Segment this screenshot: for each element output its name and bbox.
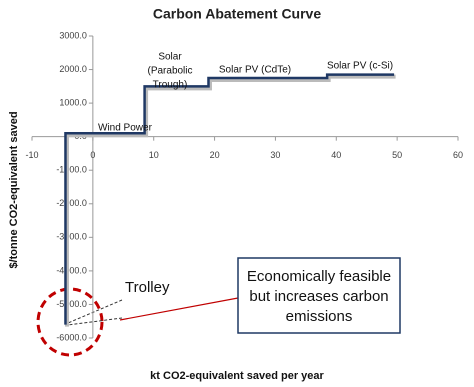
annotation: but increases carbon [249, 288, 388, 305]
x-tick-label: -10 [25, 150, 38, 160]
x-tick-label: 0 [90, 150, 95, 160]
callout-box [237, 257, 401, 334]
callout-line [119, 297, 239, 321]
y-tick-label: 1000.0 [59, 97, 87, 107]
pointer-line [67, 317, 123, 326]
annotation: Solar PV (c-Si) [327, 61, 393, 72]
y-tick-label: -3000.0 [56, 232, 87, 242]
x-tick-label: 40 [331, 150, 341, 160]
chart-title: Carbon Abatement Curve [153, 6, 322, 22]
y-tick-label: -2000.0 [56, 198, 87, 208]
x-tick-label: 10 [149, 150, 159, 160]
y-tick-label: -5000.0 [56, 299, 87, 309]
y-tick-label: 2000.0 [59, 64, 87, 74]
line [64, 73, 395, 325]
highlight-circle [36, 287, 104, 357]
annotation: Trolley [125, 279, 170, 296]
annotation: (Parabolic [147, 66, 192, 77]
annotation: Solar [158, 52, 182, 63]
annotation: Wind Power [98, 123, 153, 134]
x-tick-label: 60 [453, 150, 463, 160]
y-tick-label: -6000.0 [56, 332, 87, 342]
line-shadow [64, 74, 396, 327]
y-tick-label: 3000.0 [59, 30, 87, 40]
x-tick-label: 30 [270, 150, 280, 160]
y-tick-label: -4000.0 [56, 265, 87, 275]
annotation: emissions [286, 308, 353, 325]
y-axis-label: $/tonne CO2-equivalent saved [8, 111, 20, 268]
annotation: Solar PV (CdTe) [219, 65, 291, 76]
x-axis-label: kt CO2-equivalent saved per year [150, 370, 324, 382]
annotation: Economically feasible [247, 268, 391, 285]
annotation: Trough) [153, 80, 188, 91]
x-tick-label: 20 [210, 150, 220, 160]
y-tick-label: -1000.0 [56, 165, 87, 175]
x-tick-label: 50 [392, 150, 402, 160]
